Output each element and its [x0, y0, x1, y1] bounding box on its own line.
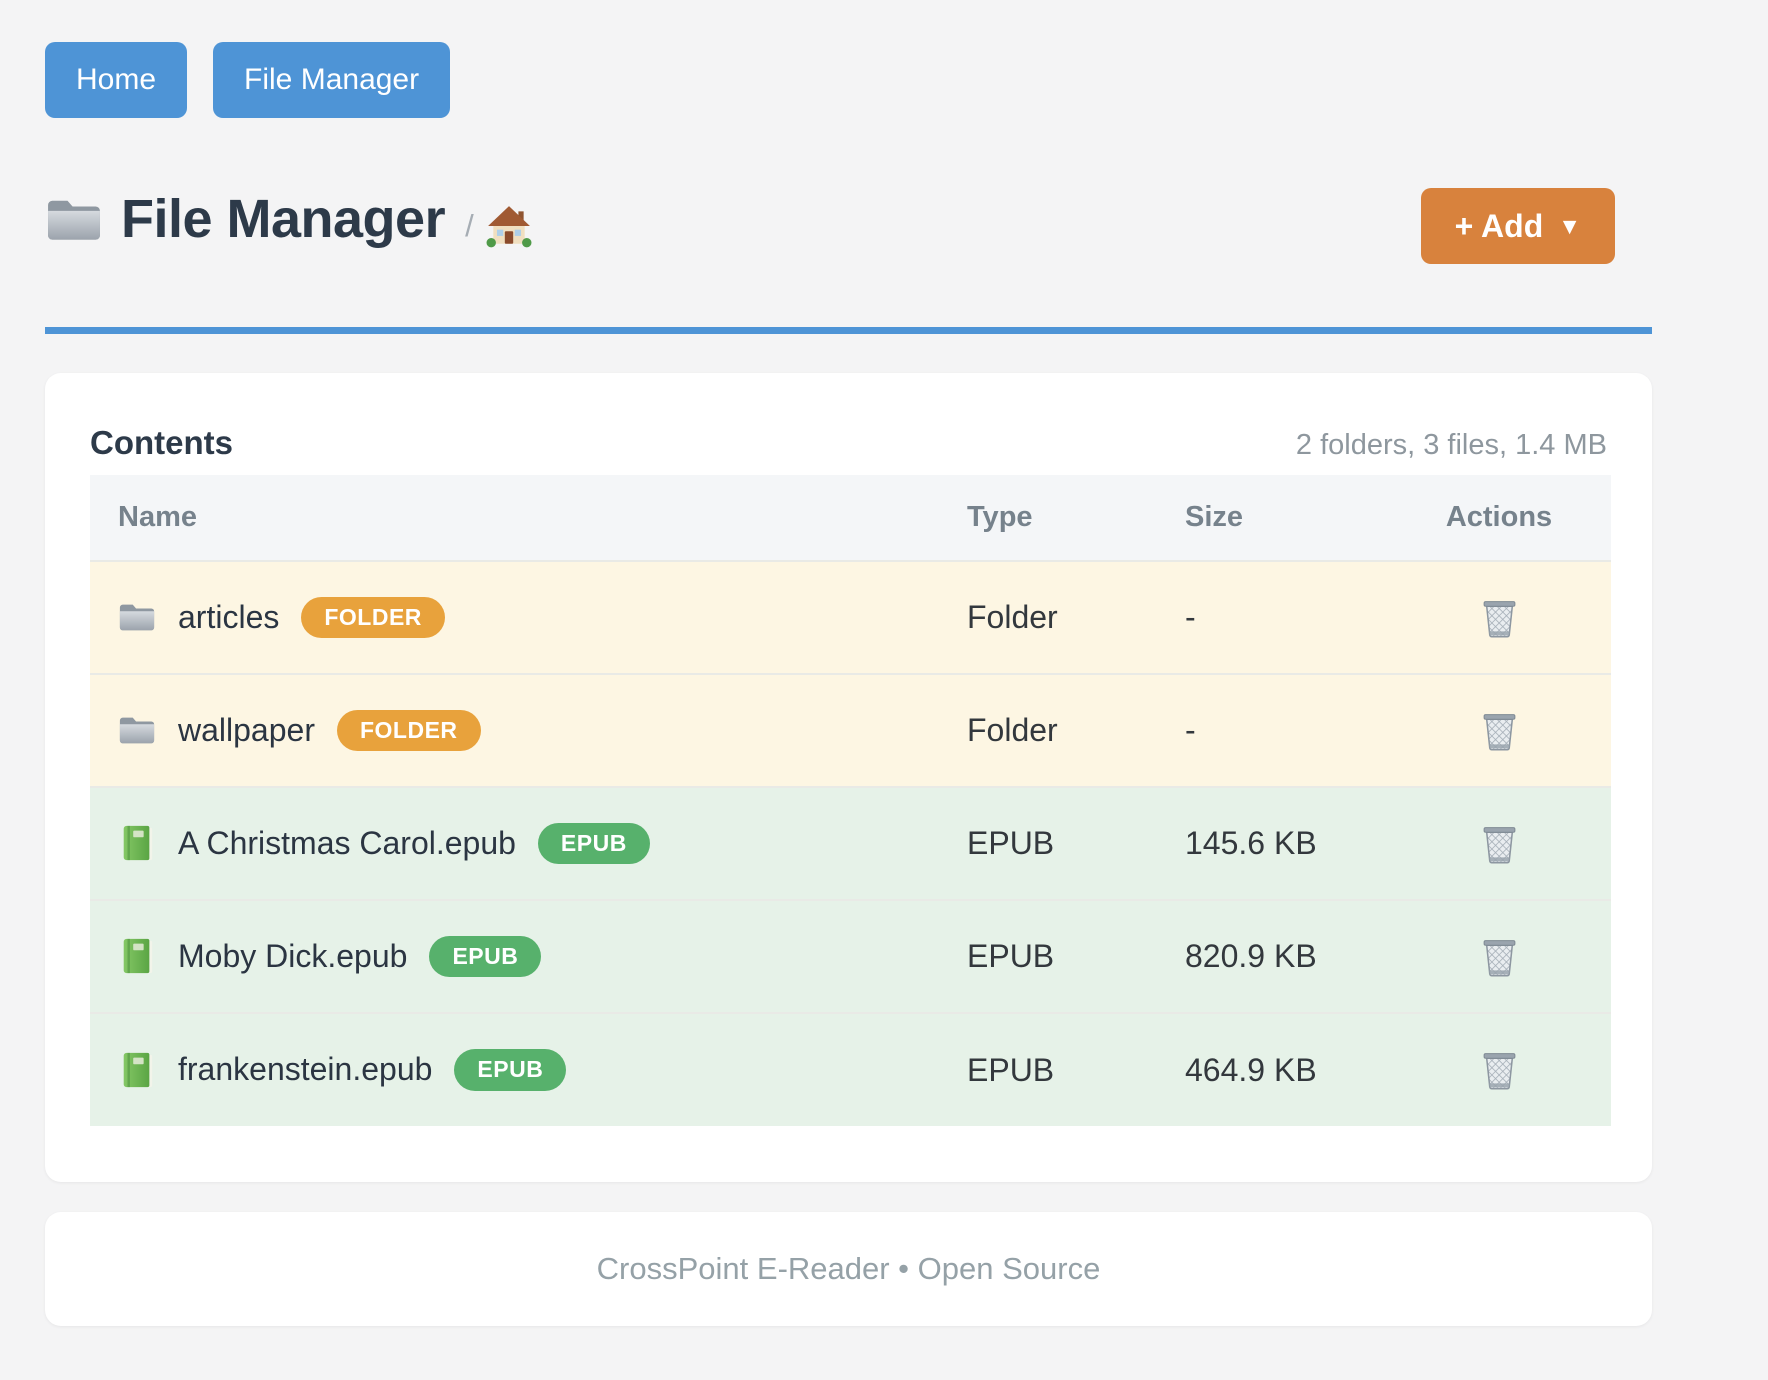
delete-button[interactable]: [1477, 593, 1522, 642]
house-icon[interactable]: [486, 204, 532, 248]
name-cell: articles FOLDER: [90, 596, 967, 639]
delete-button[interactable]: [1477, 932, 1522, 981]
column-header-name: Name: [118, 501, 197, 533]
nav-file-manager-button[interactable]: File Manager: [213, 42, 451, 118]
breadcrumb-separator: /: [465, 208, 474, 243]
file-size: 820.9 KB: [1185, 938, 1317, 974]
page: Home File Manager File Manager / + Add ▼…: [45, 0, 1652, 1326]
folder-icon: [118, 711, 156, 749]
type-badge: FOLDER: [336, 709, 481, 752]
folder-icon: [45, 195, 103, 244]
trash-icon: [1481, 1049, 1518, 1090]
file-name[interactable]: A Christmas Carol.epub: [178, 824, 516, 861]
name-cell: wallpaper FOLDER: [90, 709, 967, 752]
column-header-type: Type: [967, 501, 1033, 533]
chevron-down-icon: ▼: [1558, 212, 1581, 239]
column-header-actions: Actions: [1445, 501, 1553, 533]
book-icon: [118, 824, 156, 862]
file-size: 464.9 KB: [1185, 1051, 1317, 1088]
name-cell: Moby Dick.epub EPUB: [90, 935, 967, 978]
file-size: 145.6 KB: [1185, 825, 1317, 861]
title-divider: [45, 327, 1652, 334]
table-row[interactable]: frankenstein.epub EPUB EPUB 464.9 KB: [90, 1013, 1611, 1126]
file-type: EPUB: [967, 938, 1055, 974]
file-size: -: [1185, 712, 1196, 748]
file-name[interactable]: frankenstein.epub: [178, 1051, 433, 1088]
type-badge: EPUB: [537, 822, 650, 865]
page-header: File Manager / + Add ▼: [45, 188, 1652, 264]
contents-summary: 2 folders, 3 files, 1.4 MB: [1295, 429, 1607, 461]
name-cell: frankenstein.epub EPUB: [90, 1049, 967, 1091]
table-body: articles FOLDER Folder - wallpaper FOLDE…: [90, 561, 1611, 1126]
table-row[interactable]: articles FOLDER Folder -: [90, 561, 1611, 674]
page-title: File Manager: [121, 189, 446, 249]
add-button-label: + Add: [1454, 207, 1544, 244]
contents-heading: Contents: [90, 424, 233, 461]
file-type: EPUB: [967, 825, 1055, 861]
nav-home-button[interactable]: Home: [45, 42, 188, 118]
title-group: File Manager /: [45, 188, 532, 250]
trash-icon: [1481, 710, 1518, 751]
type-badge: EPUB: [429, 935, 542, 978]
trash-icon: [1481, 823, 1518, 864]
table-row[interactable]: wallpaper FOLDER Folder -: [90, 674, 1611, 787]
delete-button[interactable]: [1477, 1045, 1522, 1094]
table-row[interactable]: Moby Dick.epub EPUB EPUB 820.9 KB: [90, 900, 1611, 1013]
footer-text: CrossPoint E-Reader • Open Source: [596, 1251, 1101, 1286]
name-cell: A Christmas Carol.epub EPUB: [90, 822, 967, 865]
add-button[interactable]: + Add ▼: [1420, 188, 1615, 264]
book-icon: [118, 937, 156, 975]
file-type: Folder: [967, 712, 1058, 748]
file-name[interactable]: Moby Dick.epub: [178, 937, 408, 974]
type-badge: EPUB: [454, 1049, 567, 1091]
type-badge: FOLDER: [301, 596, 445, 639]
footer: CrossPoint E-Reader • Open Source: [45, 1212, 1652, 1326]
file-type: Folder: [967, 599, 1058, 635]
column-header-size: Size: [1185, 501, 1244, 533]
delete-button[interactable]: [1477, 706, 1522, 755]
delete-button[interactable]: [1477, 819, 1522, 868]
trash-icon: [1481, 936, 1518, 977]
file-name[interactable]: articles: [178, 598, 280, 635]
trash-icon: [1481, 597, 1518, 638]
top-nav: Home File Manager: [45, 42, 1652, 118]
file-type: EPUB: [967, 1051, 1055, 1088]
folder-icon: [118, 598, 156, 636]
file-name[interactable]: wallpaper: [178, 711, 315, 748]
file-table: Name Type Size Actions articles FOLDER F…: [90, 475, 1611, 1126]
file-size: -: [1185, 599, 1196, 635]
table-row[interactable]: A Christmas Carol.epub EPUB EPUB 145.6 K…: [90, 787, 1611, 900]
contents-card: Contents 2 folders, 3 files, 1.4 MB Name…: [45, 373, 1652, 1182]
breadcrumb: /: [465, 204, 532, 248]
table-header-row: Name Type Size Actions: [90, 475, 1611, 561]
book-icon: [118, 1051, 156, 1089]
contents-card-header: Contents 2 folders, 3 files, 1.4 MB: [90, 419, 1607, 467]
